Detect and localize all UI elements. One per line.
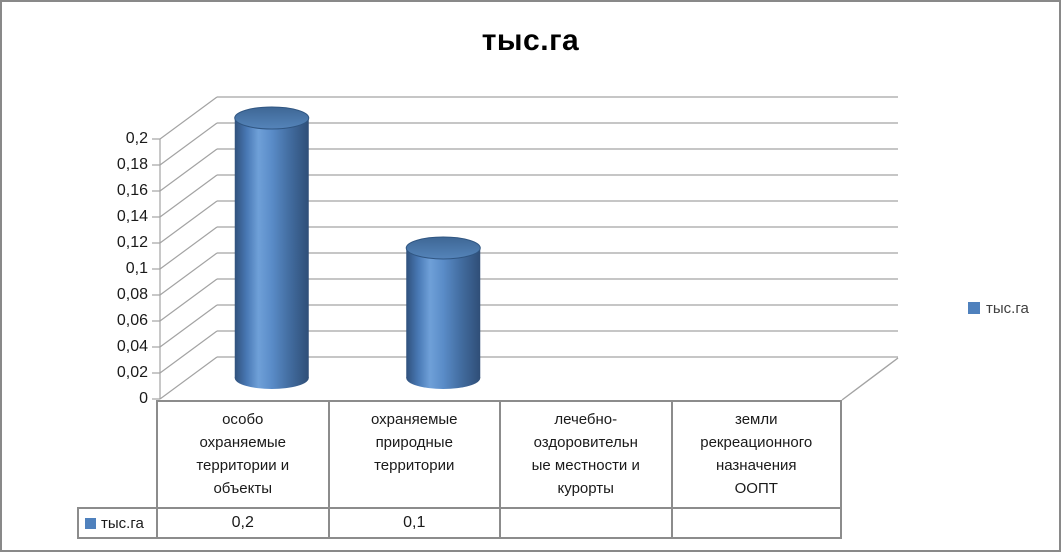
y-axis-label: 0,18 <box>116 156 148 173</box>
depth-gridline <box>159 330 218 374</box>
depth-gridline <box>159 148 218 192</box>
y-axis-label: 0,02 <box>116 364 148 381</box>
legend: тыс.га <box>968 298 1029 318</box>
legend-marker-icon <box>968 302 980 314</box>
table-value-cell: 0,1 <box>327 507 499 539</box>
series-cylinder <box>234 106 310 389</box>
y-axis-label: 0 <box>139 390 148 407</box>
table-value-cell <box>670 507 842 539</box>
category-label: земли рекреационного назначения ООПТ <box>670 400 842 507</box>
y-axis-label: 0,08 <box>116 286 148 303</box>
y-axis-label: 0,12 <box>116 234 148 251</box>
depth-gridline <box>159 356 218 400</box>
category-label: особо охраняемые территории и объекты <box>156 400 328 507</box>
category-label: лечебно-оздоровительн ые местности и курор… <box>499 400 671 507</box>
depth-gridline <box>159 304 218 348</box>
y-axis-label: 0,14 <box>116 208 148 225</box>
depth-gridline <box>159 252 218 296</box>
y-axis-label: 0,04 <box>116 338 148 355</box>
series-key-icon <box>85 517 96 529</box>
legend-label: тыс.га <box>986 299 1029 317</box>
depth-gridline <box>159 226 218 270</box>
y-axis-label: 0,16 <box>116 182 148 199</box>
table-value-cell <box>499 507 671 539</box>
depth-gridline <box>159 174 218 218</box>
depth-gridline <box>159 200 218 244</box>
y-axis-label: 0,06 <box>116 312 148 329</box>
floor-right-edge <box>841 357 899 401</box>
table-row-header: тыс.га <box>77 507 156 539</box>
table-value-cell: 0,2 <box>156 507 328 539</box>
category-label: охраняемые природные территории <box>327 400 499 507</box>
series-cylinder <box>405 236 481 389</box>
y-axis-label: 0,1 <box>125 260 148 277</box>
depth-gridline <box>159 96 218 140</box>
depth-gridline <box>159 278 218 322</box>
chart-title: тыс.га <box>481 24 580 57</box>
y-axis-label: 0,2 <box>125 130 148 147</box>
depth-gridline <box>159 122 218 166</box>
